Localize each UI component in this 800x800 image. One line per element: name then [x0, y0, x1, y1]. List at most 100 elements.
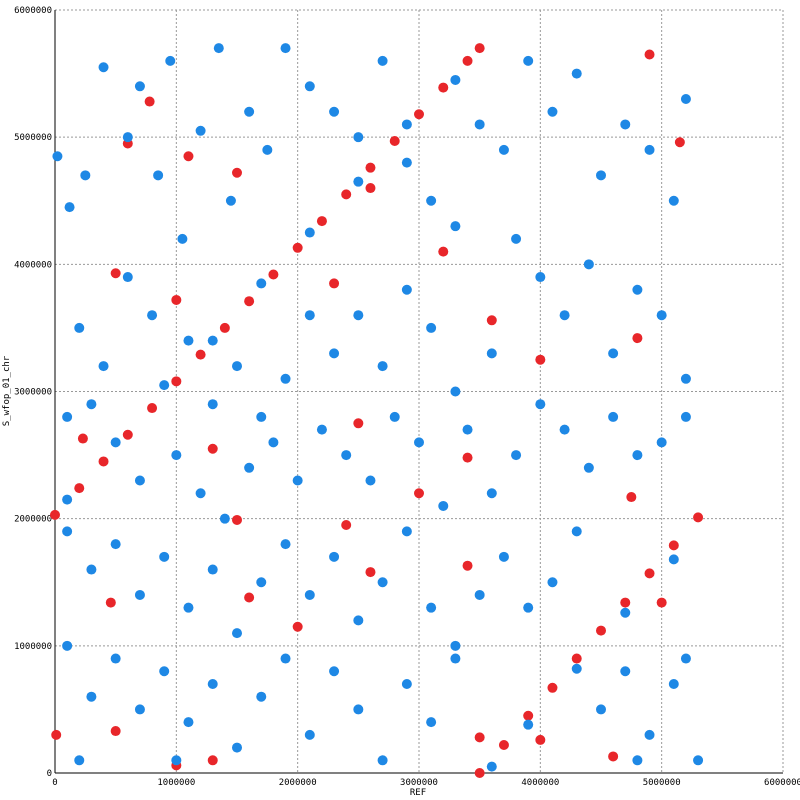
point: [426, 195, 437, 206]
point: [232, 742, 242, 753]
point: [232, 167, 242, 178]
point: [389, 411, 400, 422]
point: [486, 488, 497, 499]
point: [656, 437, 667, 448]
point: [304, 81, 315, 92]
point: [414, 488, 424, 499]
point: [134, 475, 145, 486]
point: [377, 361, 388, 372]
point: [195, 349, 206, 360]
point: [523, 55, 534, 66]
point: [292, 475, 303, 486]
point: [693, 512, 704, 523]
point: [207, 678, 218, 689]
point: [486, 315, 497, 326]
point: [450, 386, 461, 397]
point: [462, 560, 473, 571]
point: [144, 96, 155, 107]
point: [329, 666, 340, 677]
point: [159, 551, 170, 562]
point: [262, 144, 273, 155]
point: [365, 162, 376, 173]
point: [674, 137, 685, 148]
x-tick-label: 0: [52, 778, 57, 788]
point: [110, 539, 121, 550]
point: [438, 500, 449, 511]
point: [232, 361, 242, 372]
point: [207, 755, 218, 766]
point: [474, 768, 485, 778]
x-tick-label: 5000000: [643, 778, 681, 788]
point: [644, 568, 655, 579]
point: [498, 144, 509, 155]
point: [547, 577, 558, 588]
point: [668, 554, 679, 565]
point: [668, 678, 679, 689]
point: [680, 411, 691, 422]
point: [292, 242, 303, 253]
point: [64, 202, 75, 213]
point: [304, 310, 315, 321]
point: [450, 640, 461, 651]
point: [280, 43, 291, 54]
point: [632, 333, 643, 344]
point: [50, 509, 60, 520]
point: [341, 450, 352, 461]
point: [207, 564, 218, 575]
point: [680, 94, 691, 105]
point: [450, 653, 461, 664]
point: [134, 81, 145, 92]
point: [486, 348, 497, 359]
point: [147, 403, 158, 414]
point: [620, 597, 631, 608]
point: [547, 682, 558, 693]
point: [280, 539, 291, 550]
x-tick-label: 6000000: [764, 778, 800, 788]
point: [62, 411, 73, 422]
point: [474, 119, 485, 130]
point: [426, 602, 437, 613]
point: [77, 433, 88, 444]
point: [353, 132, 364, 143]
point: [474, 43, 485, 54]
point: [177, 233, 188, 244]
point: [207, 443, 218, 454]
point: [219, 322, 230, 333]
point: [608, 348, 619, 359]
point: [596, 170, 606, 181]
point: [304, 729, 315, 740]
point: [80, 170, 91, 181]
point: [389, 135, 400, 146]
point: [353, 615, 364, 626]
y-tick-label: 5000000: [14, 133, 52, 143]
point: [401, 526, 412, 537]
point: [620, 666, 631, 677]
point: [462, 424, 473, 435]
point: [620, 607, 631, 618]
point: [401, 157, 412, 168]
y-tick-label: 0: [47, 769, 52, 779]
point: [535, 399, 546, 410]
point: [153, 170, 164, 181]
y-axis-label: S_wfop_01_chr: [2, 355, 12, 426]
point: [608, 411, 619, 422]
point: [462, 452, 473, 463]
point: [426, 717, 437, 728]
point: [195, 488, 206, 499]
point: [608, 751, 619, 762]
point: [105, 597, 116, 608]
point: [341, 189, 352, 200]
point: [329, 278, 340, 289]
point: [401, 119, 412, 130]
point: [62, 640, 73, 651]
point: [377, 755, 388, 766]
point: [511, 450, 522, 461]
point: [74, 755, 85, 766]
point: [171, 294, 182, 305]
point: [122, 272, 133, 283]
point: [498, 551, 509, 562]
point: [122, 132, 133, 143]
point: [213, 43, 224, 54]
point: [632, 284, 643, 295]
x-tick-label: 1000000: [157, 778, 195, 788]
